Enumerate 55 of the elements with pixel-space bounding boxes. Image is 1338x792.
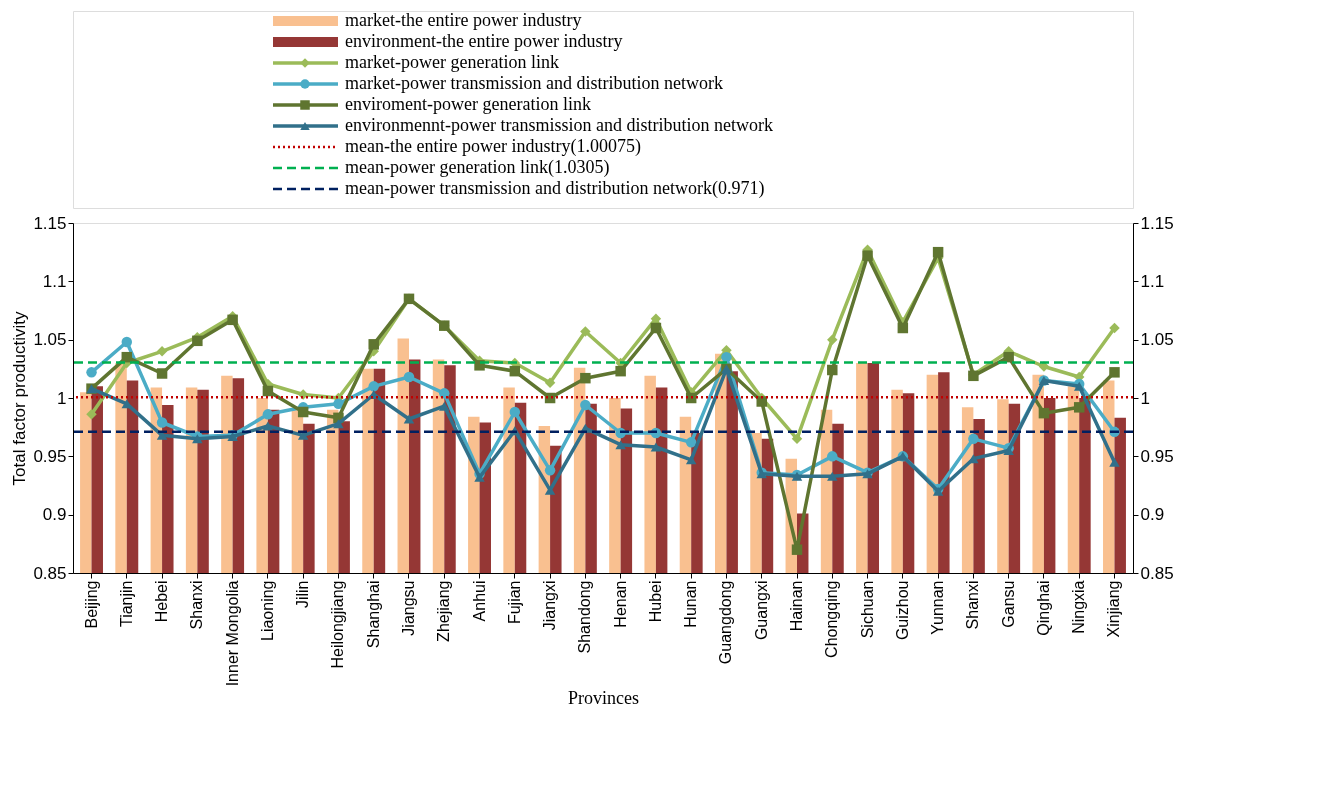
x-axis-title: Provinces [568,688,639,709]
x-tick-label: Hainan [788,580,806,632]
y-tick-label: 1.1 [42,271,67,291]
x-tick-label: Ningxia [1070,580,1088,634]
x-tick-label: Shanxi [964,580,982,630]
y-tick-label: 1 [57,388,67,408]
x-tick-label: Anhui [470,580,488,622]
x-tick-label: Inner Mongolia [223,580,241,687]
legend-label: environmennt-power transmission and distribution network [345,115,773,135]
y-tick-label: 0.95 [33,446,67,466]
y-tick-label: 0.9 [42,505,67,525]
y-tick-label: 1.05 [33,330,67,350]
x-tick-label: Chongqing [823,580,841,658]
x-tick-label: Jiangxi [541,580,559,631]
x-tick-label: Jilin [294,580,312,609]
x-tick-label: Jiangsu [399,580,417,636]
y2-tick-label: 0.85 [1140,563,1174,583]
x-tick-label: Heilongjiang [329,580,347,669]
legend-label: market-power generation link [345,52,559,72]
x-tick-label: Beijing [82,580,100,629]
y2-tick-label: 1.1 [1140,271,1165,291]
legend-label: mean-power transmission and distribution network(0.971) [345,178,765,199]
x-tick-label: Qinghai [1034,580,1052,636]
x-tick-label: Shanghai [364,580,382,649]
legend-label: market-power transmission and distribution network [345,73,723,93]
legend-label: environment-the entire power industry [345,31,623,51]
y2-tick-label: 1.05 [1140,330,1174,350]
y-axis-title: Total factor productivity [10,311,30,486]
y-tick-label: 1.15 [33,213,67,233]
x-tick-label: Xinjiang [1105,580,1123,638]
legend-label: enviroment-power generation link [345,94,591,114]
x-tick-label: Zhejiang [435,580,453,642]
x-tick-label: Tianjin [117,580,135,628]
x-tick-label: Guangxi [752,580,770,641]
x-tick-label: Hebei [153,580,171,623]
x-tick-label: Liaoning [258,580,276,641]
x-tick-label: Yunnan [929,580,947,635]
x-tick-label: Hunan [682,580,700,628]
legend-label: mean-the entire power industry(1.00075) [345,136,641,157]
legend-label: mean-power generation link(1.0305) [345,157,610,178]
x-tick-label: Fujian [505,580,523,625]
x-tick-label: Sichuan [858,580,876,639]
y2-tick-label: 0.9 [1140,505,1165,525]
x-tick-label: Guangdong [717,580,735,665]
y2-tick-label: 1 [1140,388,1150,408]
x-tick-label: Shandong [576,580,594,654]
y2-tick-label: 0.95 [1140,446,1174,466]
x-tick-label: Guizhou [893,580,911,641]
legend-label: market-the entire power industry [345,10,582,30]
y2-tick-label: 1.15 [1140,213,1174,233]
x-tick-label: Shanxi [188,580,206,630]
x-tick-label: Gansu [999,580,1017,628]
x-tick-label: Henan [611,580,629,628]
y-tick-label: 0.85 [33,563,67,583]
x-tick-label: Hubei [646,580,664,623]
